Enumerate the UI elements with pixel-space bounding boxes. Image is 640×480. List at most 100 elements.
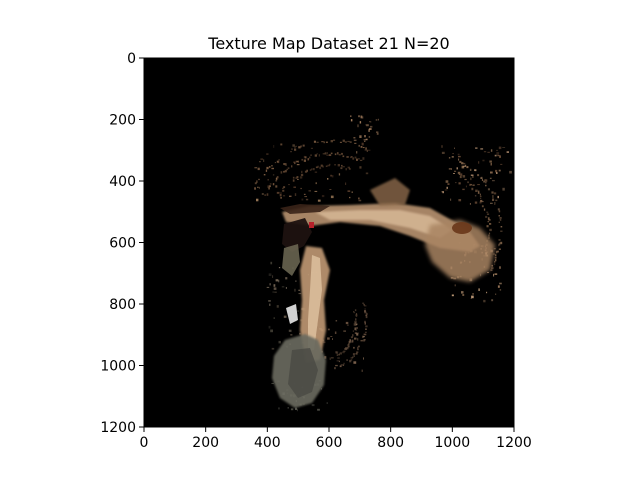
texture-point xyxy=(456,167,458,170)
texture-point xyxy=(498,169,501,172)
texture-point xyxy=(364,140,366,142)
texture-point xyxy=(462,294,465,296)
ring-point xyxy=(347,344,350,346)
ring-point xyxy=(499,219,502,221)
texture-point xyxy=(354,337,357,340)
ring-point xyxy=(487,217,490,220)
ring-point xyxy=(472,184,475,186)
ring-point xyxy=(347,140,350,142)
texture-point xyxy=(490,162,492,166)
ring-point xyxy=(304,170,308,173)
ring-point xyxy=(364,308,366,310)
ring-point xyxy=(336,354,338,356)
ring-point xyxy=(488,232,491,235)
texture-point xyxy=(334,367,336,370)
ring-point xyxy=(364,320,366,323)
ring-point xyxy=(338,154,341,156)
texture-point xyxy=(489,160,492,163)
x-tick-label: 400 xyxy=(254,435,281,451)
x-tick-label: 600 xyxy=(316,435,343,451)
texture-point xyxy=(494,204,496,205)
texture-point xyxy=(483,299,486,303)
texture-point xyxy=(356,151,358,154)
texture-point xyxy=(285,277,288,280)
ring-point xyxy=(340,364,343,366)
texture-point xyxy=(257,167,260,171)
ring-point xyxy=(352,330,354,332)
texture-point xyxy=(500,163,503,165)
texture-point xyxy=(321,388,322,390)
texture-point xyxy=(327,328,330,331)
texture-dark-object xyxy=(282,218,312,252)
x-tick-label: 200 xyxy=(192,435,219,451)
texture-point xyxy=(257,186,259,188)
texture-point xyxy=(454,147,455,149)
texture-point xyxy=(376,131,379,133)
ring-point xyxy=(360,340,363,342)
texture-point xyxy=(308,190,311,192)
texture-point xyxy=(289,195,292,197)
texture-point xyxy=(356,333,359,336)
ring-point xyxy=(481,178,483,181)
ring-point xyxy=(353,312,356,314)
texture-point xyxy=(445,180,449,183)
texture-point xyxy=(481,176,483,179)
texture-point xyxy=(305,198,309,201)
texture-point xyxy=(272,174,275,176)
ring-point xyxy=(322,153,326,155)
texture-point xyxy=(484,179,487,181)
texture-point xyxy=(493,192,497,195)
texture-point xyxy=(276,305,279,308)
texture-point xyxy=(348,340,351,343)
texture-point xyxy=(357,338,359,341)
texture-point xyxy=(369,121,372,123)
ring-point xyxy=(498,248,501,250)
ring-point xyxy=(342,166,345,168)
ring-point xyxy=(466,166,469,169)
ring-point xyxy=(276,160,279,163)
ring-point xyxy=(365,312,368,316)
texture-point xyxy=(321,195,325,198)
y-tick-label: 800 xyxy=(109,297,136,313)
ring-point xyxy=(327,164,330,167)
texture-point xyxy=(356,332,359,334)
texture-point xyxy=(452,153,454,155)
ring-point xyxy=(362,302,365,304)
texture-point xyxy=(290,334,293,336)
y-axis: 0 200 400 600 800 1000 1200 xyxy=(100,51,144,436)
texture-point xyxy=(349,196,351,199)
texture-point xyxy=(271,383,274,384)
texture-point xyxy=(345,321,349,325)
ring-point xyxy=(303,159,306,162)
texture-brown-spot xyxy=(452,222,472,234)
ring-point xyxy=(325,165,328,167)
ring-point xyxy=(494,261,496,263)
ring-point xyxy=(333,139,336,141)
texture-point xyxy=(479,193,481,196)
ring-point xyxy=(300,145,302,148)
ring-point xyxy=(486,213,490,215)
texture-point xyxy=(329,357,331,360)
ring-point xyxy=(494,256,497,259)
ring-point xyxy=(337,357,340,359)
texture-point xyxy=(274,291,277,293)
texture-point xyxy=(470,177,472,181)
ring-point xyxy=(256,180,258,183)
ring-point xyxy=(350,357,353,359)
ring-point xyxy=(448,168,452,170)
texture-point xyxy=(254,167,258,169)
texture-point xyxy=(353,361,357,364)
texture-point xyxy=(499,155,501,158)
ring-point xyxy=(353,323,356,326)
texture-point xyxy=(278,407,280,410)
texture-point xyxy=(493,273,495,277)
texture-point xyxy=(301,198,304,201)
ring-point xyxy=(479,195,482,198)
ring-point xyxy=(355,315,358,317)
texture-upper-fan xyxy=(370,178,410,206)
texture-point xyxy=(502,147,506,148)
ring-point xyxy=(354,320,357,323)
ring-point xyxy=(364,305,367,307)
texture-point xyxy=(295,280,297,282)
texture-point xyxy=(509,170,512,174)
